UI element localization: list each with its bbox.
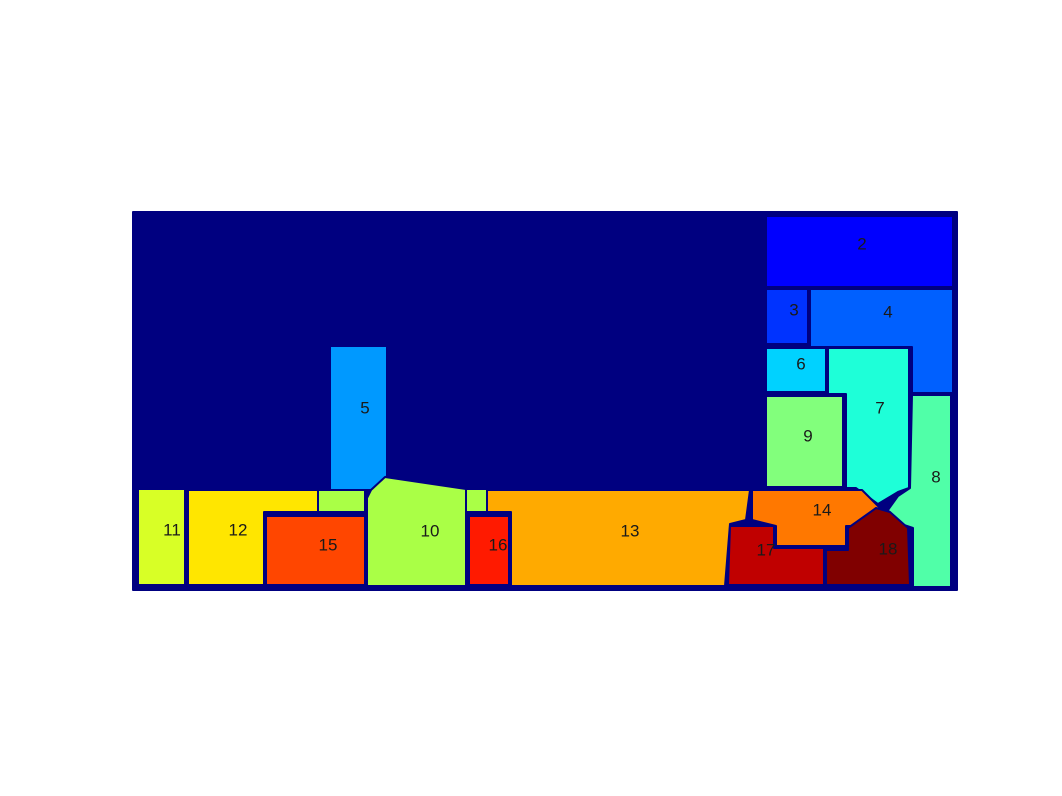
region-3 bbox=[765, 288, 809, 345]
region-label-18: 18 bbox=[879, 540, 898, 559]
region-14 bbox=[751, 489, 881, 547]
region-label-15: 15 bbox=[319, 536, 338, 555]
region-label-5: 5 bbox=[360, 399, 369, 418]
region-10-extension bbox=[317, 489, 366, 513]
region-10-extension bbox=[465, 488, 488, 513]
region-label-8: 8 bbox=[931, 468, 940, 487]
region-label-7: 7 bbox=[875, 399, 884, 418]
region-label-3: 3 bbox=[789, 301, 798, 320]
region-9 bbox=[765, 395, 844, 488]
region-label-12: 12 bbox=[229, 521, 248, 540]
region-layer bbox=[132, 211, 958, 591]
region-15 bbox=[265, 515, 366, 586]
region-label-11: 11 bbox=[163, 521, 181, 540]
region-5 bbox=[329, 345, 388, 491]
label-layer: 2 3 4 5 6 7 8 9 10 11 12 13 14 15 16 17 18 bbox=[163, 235, 941, 560]
region-11 bbox=[137, 488, 186, 586]
region-18 bbox=[825, 507, 911, 586]
region-label-2: 2 bbox=[857, 235, 866, 254]
region-16 bbox=[468, 515, 510, 586]
region-label-10: 10 bbox=[421, 522, 440, 541]
region-2 bbox=[765, 215, 954, 288]
region-17 bbox=[727, 525, 825, 586]
region-label-6: 6 bbox=[796, 355, 805, 374]
region-13 bbox=[486, 489, 751, 587]
region-label-14: 14 bbox=[813, 501, 832, 520]
region-6 bbox=[765, 347, 827, 393]
region-label-17: 17 bbox=[757, 541, 776, 560]
region-label-16: 16 bbox=[489, 536, 508, 555]
region-label-9: 9 bbox=[803, 427, 812, 446]
region-label-4: 4 bbox=[883, 303, 892, 322]
region-10 bbox=[366, 476, 467, 587]
region-label-13: 13 bbox=[621, 522, 640, 541]
